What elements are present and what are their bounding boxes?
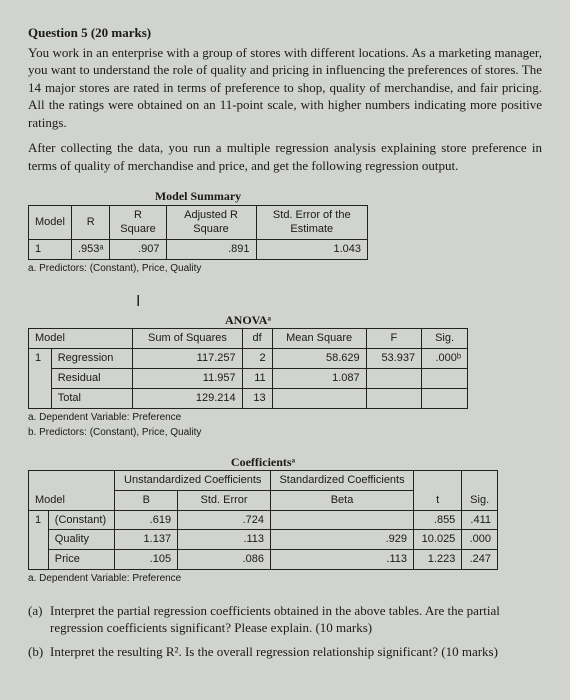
cell: 1.043	[256, 240, 367, 260]
col-sig: Sig.	[422, 329, 468, 349]
cell: .891	[166, 240, 256, 260]
question-title: Question 5 (20 marks)	[28, 24, 542, 42]
cell: .619	[115, 510, 178, 530]
cell: .105	[115, 550, 178, 570]
question-b: (b) Interpret the resulting R². Is the o…	[28, 643, 542, 661]
anova-title: ANOVAᵃ	[28, 312, 468, 328]
cell: 1	[29, 240, 72, 260]
anova-footnote-a: a. Dependent Variable: Preference	[28, 411, 468, 425]
cell	[366, 388, 421, 408]
question-header: Question 5 (20 marks) You work in an ent…	[28, 24, 542, 174]
cell: 1	[29, 349, 52, 409]
cell: Residual	[51, 369, 133, 389]
col-sig: Sig.	[462, 470, 498, 510]
table-row: 1 .953ᵃ .907 .891 1.043	[29, 240, 368, 260]
col-beta: Beta	[271, 490, 414, 510]
table-row: Model Unstandardized Coefficients Standa…	[29, 470, 498, 490]
cell: .907	[110, 240, 166, 260]
table-row: 1 Regression 117.257 2 58.629 53.937 .00…	[29, 349, 468, 369]
table-row: Price .105 .086 .113 1.223 .247	[29, 550, 498, 570]
coefficients-block: Coefficientsᵃ Model Unstandardized Coeff…	[28, 454, 542, 586]
cell: 11	[242, 369, 272, 389]
cell: .929	[271, 530, 414, 550]
cell: .247	[462, 550, 498, 570]
cell: .855	[414, 510, 462, 530]
question-b-label: (b)	[28, 643, 50, 661]
table-row: Quality 1.137 .113 .929 10.025 .000	[29, 530, 498, 550]
coeff-title: Coefficientsᵃ	[28, 454, 498, 470]
col-rsq: R Square	[110, 205, 166, 240]
cell: .724	[178, 510, 271, 530]
cell: 13	[242, 388, 272, 408]
subquestions: (a) Interpret the partial regression coe…	[28, 602, 542, 661]
col-adjrsq: Adjusted R Square	[166, 205, 256, 240]
cell: 58.629	[272, 349, 366, 369]
intro-para-2: After collecting the data, you run a mul…	[28, 139, 542, 174]
col-f: F	[366, 329, 421, 349]
intro-para-1: You work in an enterprise with a group o…	[28, 44, 542, 132]
model-summary-table: Model R R Square Adjusted R Square Std. …	[28, 205, 368, 261]
col-stderr: Std. Error of the Estimate	[256, 205, 367, 240]
table-row: Model R R Square Adjusted R Square Std. …	[29, 205, 368, 240]
col-unstd: Unstandardized Coefficients	[115, 470, 271, 490]
table-row: Model Sum of Squares df Mean Square F Si…	[29, 329, 468, 349]
cell: Price	[48, 550, 115, 570]
cell: 1.087	[272, 369, 366, 389]
cell: .086	[178, 550, 271, 570]
question-a-label: (a)	[28, 602, 50, 637]
cell: (Constant)	[48, 510, 115, 530]
cell	[366, 369, 421, 389]
cell: Regression	[51, 349, 133, 369]
cell	[272, 388, 366, 408]
cell: .000	[462, 530, 498, 550]
col-b: B	[115, 490, 178, 510]
cell: 117.257	[133, 349, 242, 369]
cell: Quality	[48, 530, 115, 550]
coefficients-table: Model Unstandardized Coefficients Standa…	[28, 470, 498, 570]
cell: 53.937	[366, 349, 421, 369]
model-summary-block: Model Summary Model R R Square Adjusted …	[28, 188, 542, 310]
cell: 1.137	[115, 530, 178, 550]
model-summary-title: Model Summary	[28, 188, 368, 204]
question-a: (a) Interpret the partial regression coe…	[28, 602, 542, 637]
col-df: df	[242, 329, 272, 349]
cell: 1.223	[414, 550, 462, 570]
col-model: Model	[29, 470, 115, 510]
cell	[422, 388, 468, 408]
col-se: Std. Error	[178, 490, 271, 510]
cell	[271, 510, 414, 530]
cell	[422, 369, 468, 389]
col-ms: Mean Square	[272, 329, 366, 349]
col-model: Model	[29, 329, 133, 349]
anova-block: ANOVAᵃ Model Sum of Squares df Mean Squa…	[28, 312, 542, 440]
cell: 2	[242, 349, 272, 369]
col-model: Model	[29, 205, 72, 240]
cell: 10.025	[414, 530, 462, 550]
coeff-footnote: a. Dependent Variable: Preference	[28, 572, 498, 586]
cell: .113	[271, 550, 414, 570]
table-row: 1 (Constant) .619 .724 .855 .411	[29, 510, 498, 530]
cell: Total	[51, 388, 133, 408]
cell: .113	[178, 530, 271, 550]
cell: 129.214	[133, 388, 242, 408]
table-row: Total 129.214 13	[29, 388, 468, 408]
cell: .000ᵇ	[422, 349, 468, 369]
cell: 11.957	[133, 369, 242, 389]
col-std: Standardized Coefficients	[271, 470, 414, 490]
cell: 1	[29, 510, 49, 570]
col-t: t	[414, 470, 462, 510]
col-ss: Sum of Squares	[133, 329, 242, 349]
question-a-text: Interpret the partial regression coeffic…	[50, 602, 542, 637]
anova-footnote-b: b. Predictors: (Constant), Price, Qualit…	[28, 426, 468, 440]
model-summary-footnote: a. Predictors: (Constant), Price, Qualit…	[28, 262, 368, 276]
table-row: Residual 11.957 11 1.087	[29, 369, 468, 389]
anova-table: Model Sum of Squares df Mean Square F Si…	[28, 328, 468, 408]
question-b-text: Interpret the resulting R². Is the overa…	[50, 643, 498, 661]
text-cursor-icon: I	[136, 291, 140, 313]
cell: .953ᵃ	[71, 240, 110, 260]
col-r: R	[71, 205, 110, 240]
cell: .411	[462, 510, 498, 530]
